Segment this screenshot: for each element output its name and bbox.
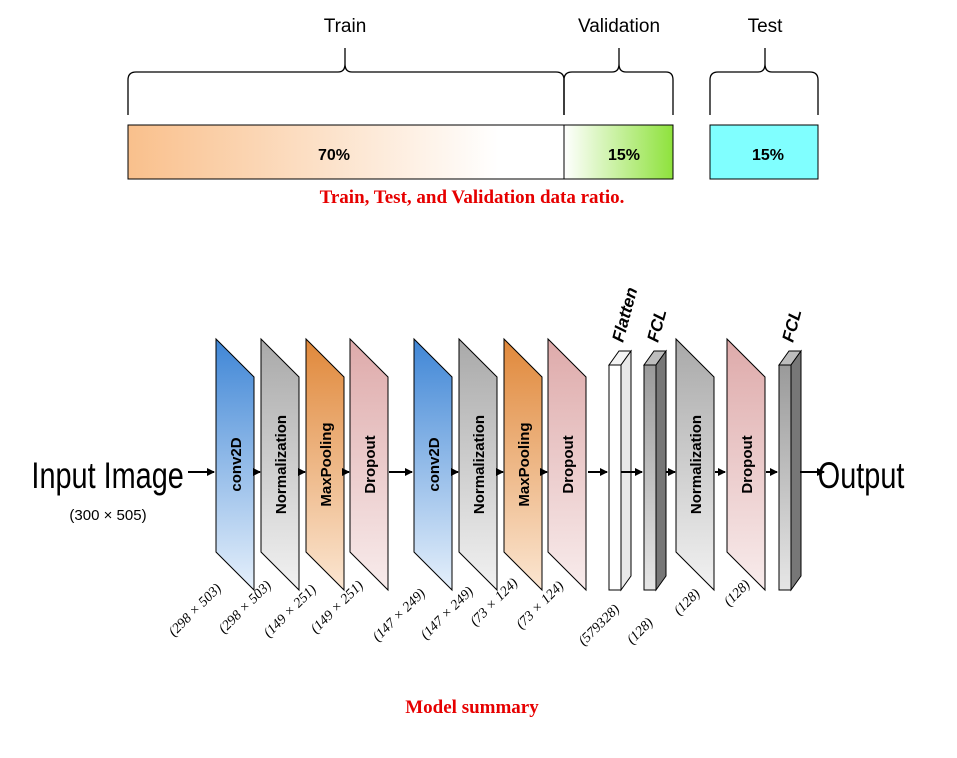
layer-label: Dropout [362, 435, 379, 493]
test-brace [709, 48, 819, 115]
layer-block [726, 337, 766, 592]
layer-label: MaxPooling [318, 422, 335, 506]
layer-label: Normalization [688, 415, 705, 514]
model-section: Input Image (300 × 505) conv2D (298 × 503… [31, 285, 904, 718]
input-size-label: (300 × 505) [69, 507, 146, 524]
validation-bar [563, 124, 674, 180]
input-image-label: Input Image [31, 456, 183, 497]
validation-brace [563, 48, 674, 115]
layer-block [503, 337, 543, 592]
layer-block [260, 337, 300, 592]
layer-label: FCL [644, 307, 671, 344]
validation-label: Validation [578, 16, 660, 37]
layer-stack: conv2D(298 × 503)Normalization(298 × 503… [166, 285, 805, 649]
layer-dim: (579328) [576, 602, 623, 649]
layer-block [458, 337, 498, 592]
layer-label: Dropout [560, 435, 577, 493]
layer-dim: (147 × 249) [370, 586, 429, 645]
layer-9-flatten: Flatten (579328) [576, 285, 641, 649]
layer-block [675, 337, 715, 592]
train-label: Train [324, 16, 367, 37]
layer-side [655, 349, 667, 592]
layer-block [413, 337, 453, 592]
test-label: Test [748, 16, 784, 37]
test-bar [709, 124, 819, 180]
layer-label: conv2D [426, 437, 443, 491]
layer-block [349, 337, 389, 592]
train-bar [127, 124, 565, 180]
layer-dim: (128) [721, 577, 753, 609]
layer-label: Dropout [739, 435, 756, 493]
model-caption: Model summary [405, 697, 539, 718]
layer-label: Flatten [609, 285, 642, 344]
validation-percent: 15% [608, 147, 640, 164]
layer-12-dropout: Dropout (128) [721, 337, 766, 610]
layer-dim: (149 × 251) [308, 578, 367, 637]
train-percent: 70% [318, 147, 350, 164]
layer-front [608, 364, 622, 591]
layer-11-normalization: Normalization (128) [671, 337, 715, 619]
train-brace [127, 48, 565, 115]
layer-dim: (128) [624, 615, 656, 647]
layer-side [790, 349, 802, 592]
output-label: Output [818, 456, 905, 497]
layer-label: MaxPooling [516, 422, 533, 506]
layer-block [305, 337, 345, 592]
split-caption: Train, Test, and Validation data ratio. [320, 187, 625, 208]
layer-side [620, 349, 632, 592]
test-percent: 15% [752, 147, 784, 164]
layer-dim: (147 × 249) [418, 584, 477, 643]
layer-block [547, 337, 587, 592]
split-section: Train Validation Test 70% 15% 15% Train,… [127, 16, 819, 208]
layer-block [215, 337, 255, 592]
layer-label: Normalization [471, 415, 488, 514]
layer-label: Normalization [273, 415, 290, 514]
layer-front [643, 364, 657, 591]
layer-dim: (128) [671, 586, 703, 618]
layer-dim: (298 × 503) [166, 581, 225, 640]
layer-label: FCL [779, 307, 806, 344]
layer-front [778, 364, 792, 591]
layer-13-fcl: FCL [778, 307, 806, 592]
layer-label: conv2D [228, 437, 245, 491]
